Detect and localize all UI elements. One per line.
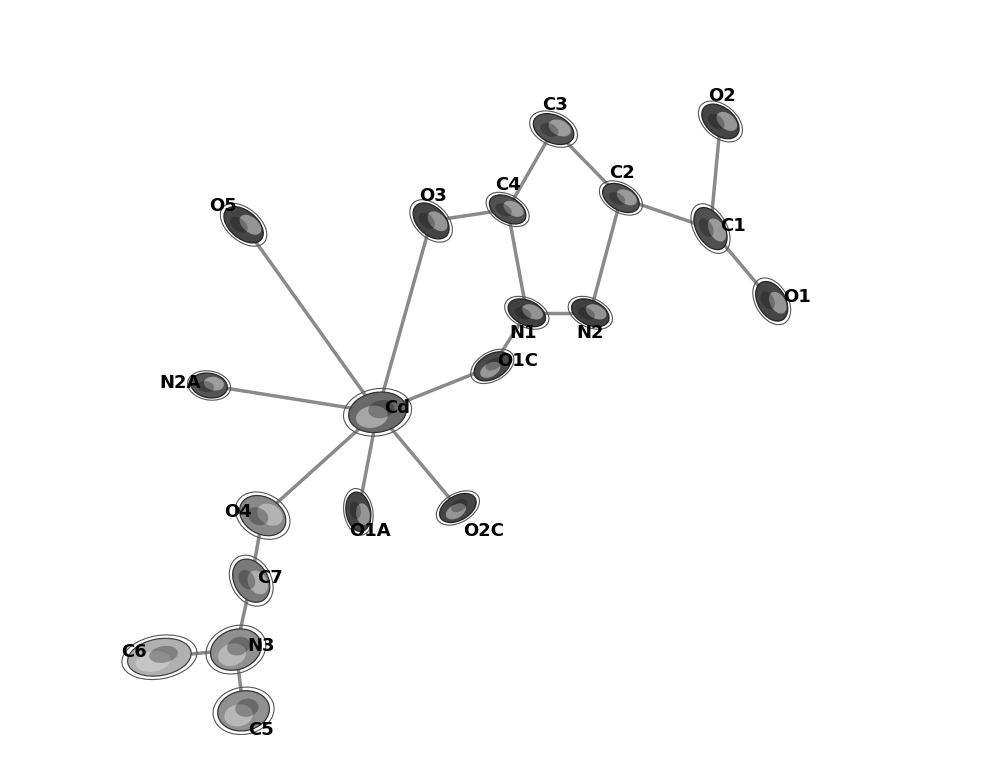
Ellipse shape [440,493,476,523]
Ellipse shape [617,190,637,205]
Ellipse shape [549,120,571,136]
Ellipse shape [485,358,502,371]
Text: Cd: Cd [384,399,410,417]
Text: O3: O3 [420,187,447,204]
Text: O2: O2 [708,87,736,105]
Ellipse shape [247,571,268,594]
Text: C6: C6 [121,643,147,661]
Text: C1: C1 [721,217,746,235]
Text: N3: N3 [247,637,275,655]
Text: O1C: O1C [497,352,538,370]
Text: C3: C3 [542,96,568,113]
Text: N2: N2 [577,325,604,342]
Ellipse shape [356,406,388,428]
Ellipse shape [717,112,737,131]
Text: N1: N1 [509,325,537,342]
Ellipse shape [708,113,725,130]
Ellipse shape [489,195,526,224]
Text: O5: O5 [209,197,237,214]
Ellipse shape [240,215,261,234]
Ellipse shape [218,691,269,731]
Ellipse shape [239,570,255,589]
Ellipse shape [586,305,606,319]
Ellipse shape [218,643,246,666]
Ellipse shape [503,200,524,217]
Text: O1: O1 [783,288,811,307]
Ellipse shape [694,207,727,250]
Ellipse shape [350,501,361,519]
Ellipse shape [230,217,248,233]
Ellipse shape [240,496,286,536]
Ellipse shape [474,352,511,381]
Ellipse shape [191,373,227,398]
Ellipse shape [224,705,253,726]
Ellipse shape [257,503,283,526]
Ellipse shape [540,123,559,136]
Ellipse shape [572,299,609,327]
Ellipse shape [769,292,787,314]
Ellipse shape [136,651,171,672]
Ellipse shape [149,646,178,663]
Ellipse shape [451,499,467,512]
Ellipse shape [247,507,268,525]
Ellipse shape [428,211,447,231]
Ellipse shape [508,299,546,327]
Ellipse shape [233,559,270,602]
Ellipse shape [522,305,543,319]
Text: C5: C5 [248,721,274,739]
Ellipse shape [198,381,214,392]
Ellipse shape [128,638,191,676]
Ellipse shape [533,113,574,144]
Ellipse shape [496,204,512,217]
Ellipse shape [760,291,775,309]
Ellipse shape [413,203,449,239]
Text: O2C: O2C [463,522,504,540]
Ellipse shape [702,104,739,139]
Text: O1A: O1A [349,522,391,540]
Ellipse shape [515,307,531,320]
Ellipse shape [480,362,500,378]
Ellipse shape [708,218,726,241]
Ellipse shape [419,213,435,229]
Ellipse shape [699,218,714,237]
Ellipse shape [609,192,625,205]
Ellipse shape [204,377,224,391]
Ellipse shape [603,183,639,213]
Text: C4: C4 [495,176,521,194]
Ellipse shape [227,637,250,655]
Ellipse shape [368,400,394,419]
Ellipse shape [211,629,261,670]
Ellipse shape [349,392,406,433]
Text: O4: O4 [224,503,252,520]
Ellipse shape [356,503,370,525]
Ellipse shape [446,503,466,520]
Text: N2A: N2A [159,374,201,392]
Ellipse shape [578,307,595,320]
Text: C2: C2 [610,163,635,182]
Text: C7: C7 [257,570,283,588]
Ellipse shape [346,492,371,531]
Ellipse shape [756,281,788,321]
Ellipse shape [235,699,259,717]
Ellipse shape [224,207,263,243]
